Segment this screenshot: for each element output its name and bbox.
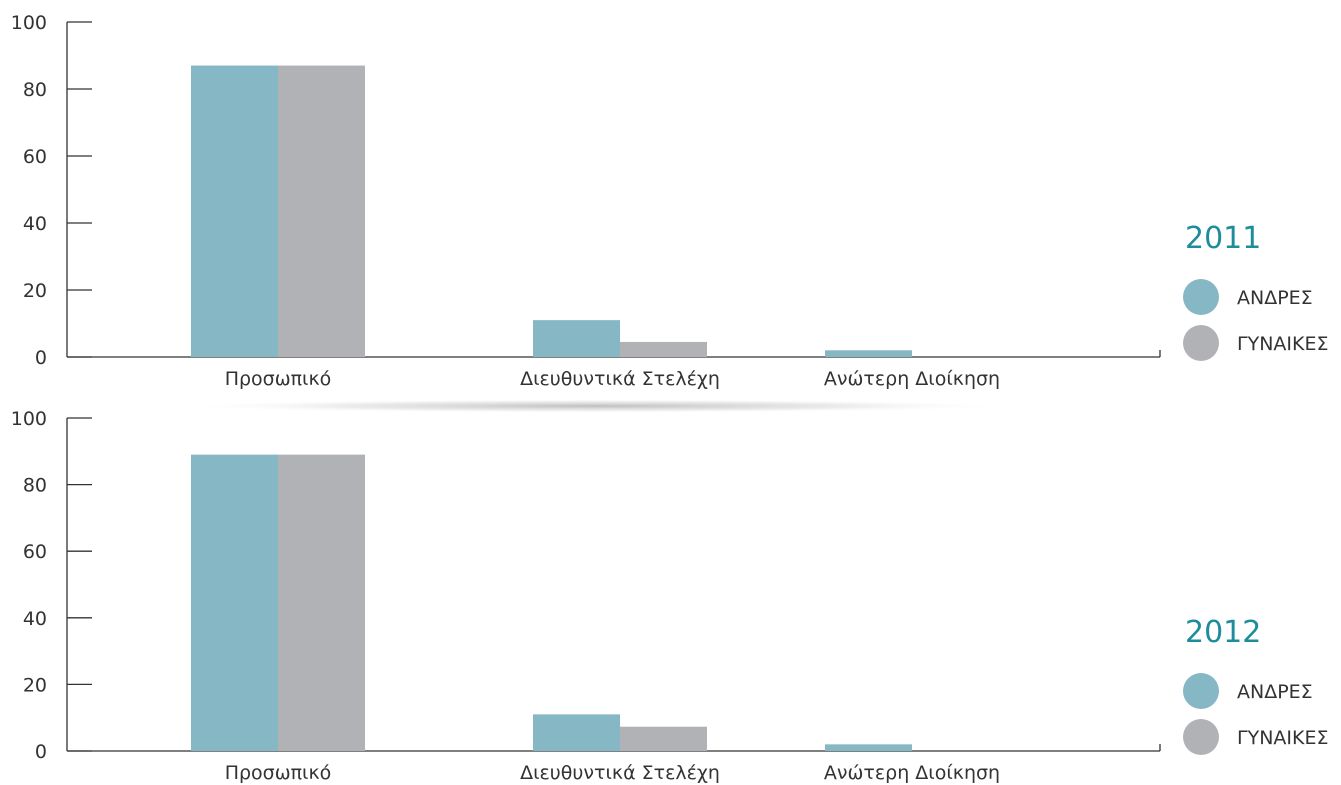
legend-swatch-women: [1183, 325, 1219, 361]
y-tick-label: 20: [23, 280, 47, 302]
y-tick-label: 60: [23, 146, 47, 168]
x-category-label: Προσωπικό: [225, 368, 332, 390]
y-tick-label: 0: [35, 741, 47, 763]
legend-label: ΓΥΝΑΙΚΕΣ: [1237, 333, 1328, 355]
y-tick-label: 100: [11, 408, 47, 430]
x-category-label: Διευθυντικά Στελέχη: [520, 368, 720, 390]
x-category-label: Ανώτερη Διοίκηση: [824, 368, 1000, 390]
legend-label: ΑΝΔΡΕΣ: [1237, 681, 1313, 703]
legend-label: ΑΝΔΡΕΣ: [1237, 287, 1313, 309]
legend-year: 2012: [1185, 615, 1261, 650]
y-tick-label: 80: [23, 475, 47, 497]
panel-divider: [175, 399, 1015, 413]
bar-men: [533, 714, 620, 751]
y-tick-label: 80: [23, 79, 47, 101]
y-tick-label: 40: [23, 213, 47, 235]
bar-men: [191, 65, 278, 358]
x-category-label: Προσωπικό: [225, 762, 332, 784]
y-tick-label: 60: [23, 541, 47, 563]
bar-women: [278, 454, 365, 751]
legend-year: 2011: [1185, 221, 1261, 256]
bar-men: [533, 320, 620, 357]
legend-label: ΓΥΝΑΙΚΕΣ: [1237, 727, 1328, 749]
bar-men: [825, 744, 912, 751]
y-tick-label: 100: [11, 12, 47, 34]
y-tick-label: 0: [35, 347, 47, 369]
legend-swatch-men: [1183, 279, 1219, 315]
x-category-label: Ανώτερη Διοίκηση: [824, 762, 1000, 784]
x-category-label: Διευθυντικά Στελέχη: [520, 762, 720, 784]
bar-men: [191, 454, 278, 751]
y-tick-label: 40: [23, 608, 47, 630]
bar-women: [620, 726, 707, 751]
legend-swatch-women: [1183, 719, 1219, 755]
bar-men: [825, 350, 912, 357]
bar-women: [620, 341, 707, 357]
y-tick-label: 20: [23, 674, 47, 696]
bar-women: [278, 65, 365, 358]
legend-swatch-men: [1183, 673, 1219, 709]
